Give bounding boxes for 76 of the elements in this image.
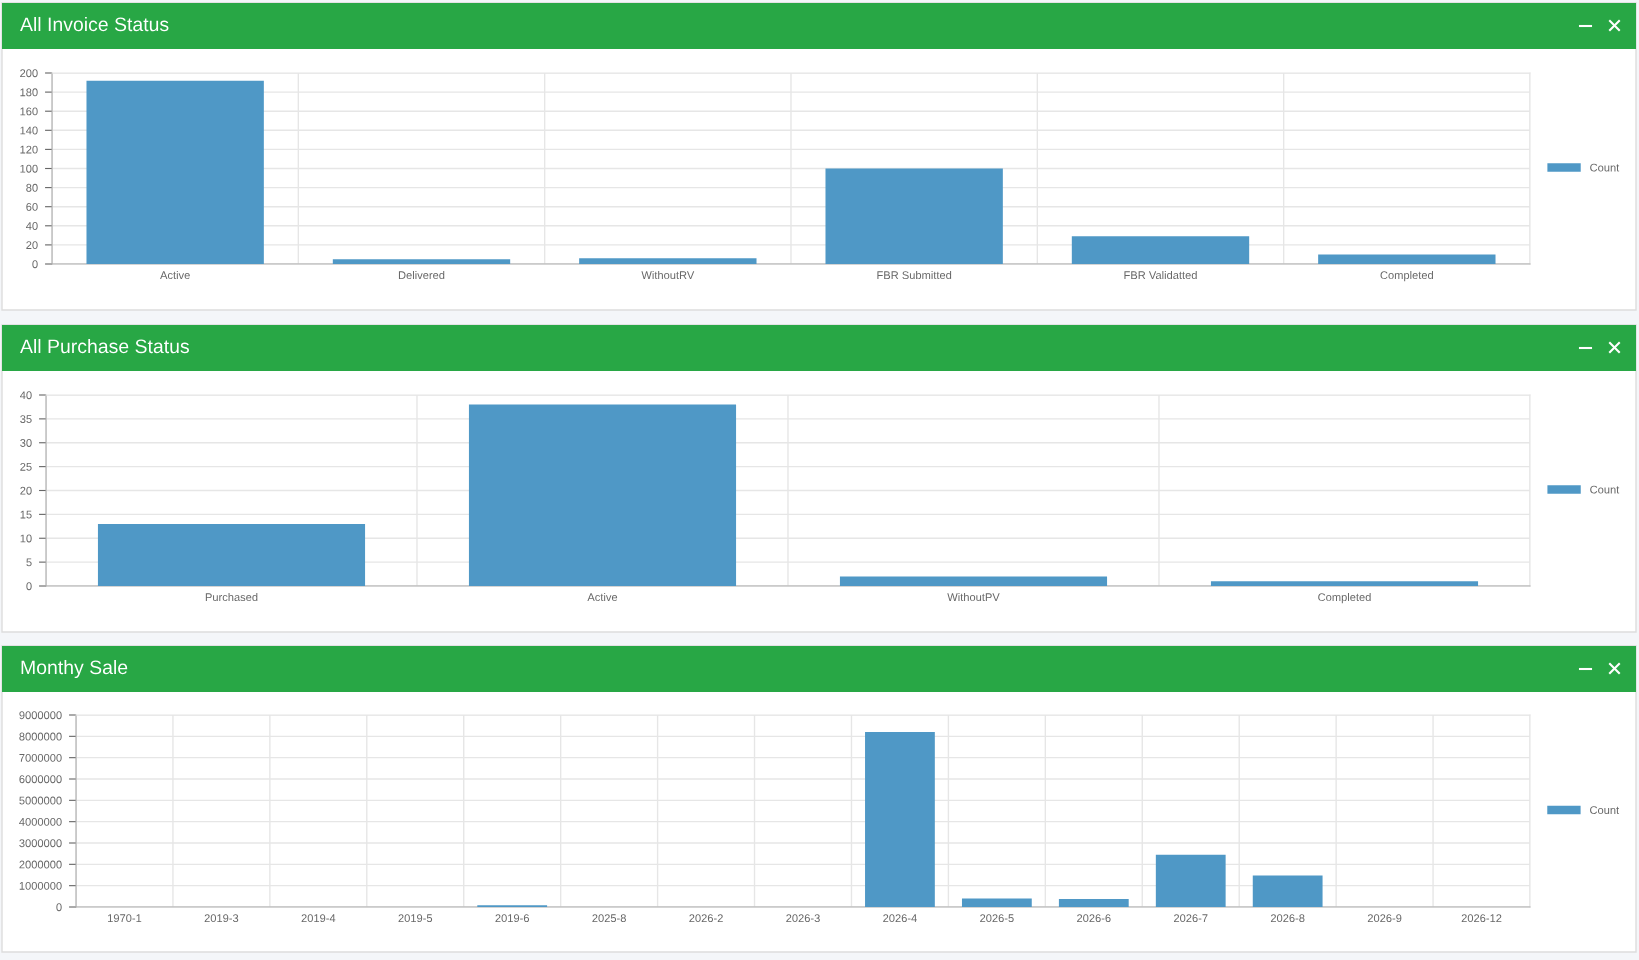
x-tick-label: Delivered <box>398 270 445 280</box>
x-tick-label: 2025-8 <box>592 914 626 923</box>
x-tick-label: FBR Validatted <box>1124 270 1197 280</box>
y-tick-label: 30 <box>20 439 32 447</box>
x-tick-label: 2019-5 <box>398 914 433 923</box>
y-tick-label: 180 <box>20 88 38 97</box>
bar <box>1058 899 1129 907</box>
y-tick-label: 160 <box>20 107 38 116</box>
x-tick-label: Active <box>587 592 618 602</box>
y-tick-label: 2000000 <box>19 860 62 869</box>
y-tick-label: 100 <box>20 164 38 173</box>
y-tick-label: 10 <box>20 534 32 543</box>
y-tick-label: 200 <box>20 69 38 78</box>
y-tick-label: 80 <box>26 183 38 192</box>
x-tick-label: 2026-2 <box>689 914 723 923</box>
bar <box>1210 581 1479 586</box>
legend-label: Count <box>1590 806 1620 815</box>
y-tick-label: 5 <box>26 558 32 567</box>
x-tick-label: WithoutRV <box>641 270 695 280</box>
x-tick-label: 2026-7 <box>1174 914 1208 923</box>
y-tick-label: 1000000 <box>19 881 62 890</box>
bar <box>579 258 757 264</box>
x-tick-label: 2019-3 <box>204 914 239 923</box>
y-tick-label: 60 <box>26 202 38 211</box>
y-tick-label: 0 <box>32 260 38 269</box>
x-tick-label: 2019-6 <box>495 914 530 923</box>
bar <box>1252 875 1323 907</box>
x-tick-label: Completed <box>1380 270 1433 282</box>
bar <box>825 168 1003 264</box>
x-tick-label: Active <box>160 270 190 280</box>
legend-label: Count <box>1590 163 1620 172</box>
x-tick-label: 2026-9 <box>1367 914 1402 923</box>
x-tick-label: 2026-12 <box>1461 914 1502 923</box>
y-tick-label: 120 <box>20 145 38 154</box>
y-tick-label: 35 <box>20 415 32 424</box>
y-tick-label: 40 <box>26 222 38 230</box>
y-tick-label: 6000000 <box>19 775 62 784</box>
x-tick-label: Purchased <box>205 592 258 602</box>
y-tick-label: 7000000 <box>19 753 62 762</box>
y-tick-label: 20 <box>20 486 32 495</box>
y-tick-label: 0 <box>26 582 32 591</box>
chart-title: All Invoice Status <box>20 16 169 32</box>
y-tick-label: 5000000 <box>19 796 62 805</box>
y-tick-label: 8000000 <box>19 732 62 741</box>
bar <box>332 259 511 264</box>
y-tick-label: 40 <box>20 391 32 400</box>
x-tick-label: 2026-3 <box>786 914 820 923</box>
x-tick-label: FBR Submitted <box>877 270 952 280</box>
y-tick-label: 3000000 <box>19 839 62 848</box>
bar <box>1155 854 1226 907</box>
legend-label: Count <box>1590 485 1620 494</box>
bar <box>1318 254 1496 264</box>
y-tick-label: 0 <box>56 903 62 912</box>
chart-title: All Purchase Status <box>20 338 189 354</box>
bar <box>97 523 366 586</box>
bar <box>468 404 737 586</box>
y-tick-label: 20 <box>26 241 38 250</box>
x-tick-label: 2019-4 <box>301 914 336 923</box>
bar <box>839 576 1108 586</box>
y-tick-label: 4000000 <box>19 817 62 826</box>
bar <box>1071 236 1250 264</box>
y-tick-label: 140 <box>20 126 38 135</box>
bar <box>865 732 935 907</box>
x-tick-label: 2026-8 <box>1270 914 1305 923</box>
x-tick-label: 1970-1 <box>108 914 142 923</box>
chart-title: Monthy Sale <box>21 659 128 679</box>
x-tick-label: 2026-4 <box>883 914 917 923</box>
x-tick-label: Completed <box>1318 592 1371 604</box>
bar <box>86 80 264 264</box>
x-tick-label: 2026-5 <box>980 914 1014 923</box>
bar <box>961 898 1032 907</box>
y-tick-label: 25 <box>20 462 32 471</box>
y-tick-label: 9000000 <box>19 711 62 720</box>
y-tick-label: 15 <box>20 510 32 519</box>
x-tick-label: 2026-6 <box>1077 914 1111 923</box>
x-tick-label: WithoutPV <box>947 592 1000 602</box>
